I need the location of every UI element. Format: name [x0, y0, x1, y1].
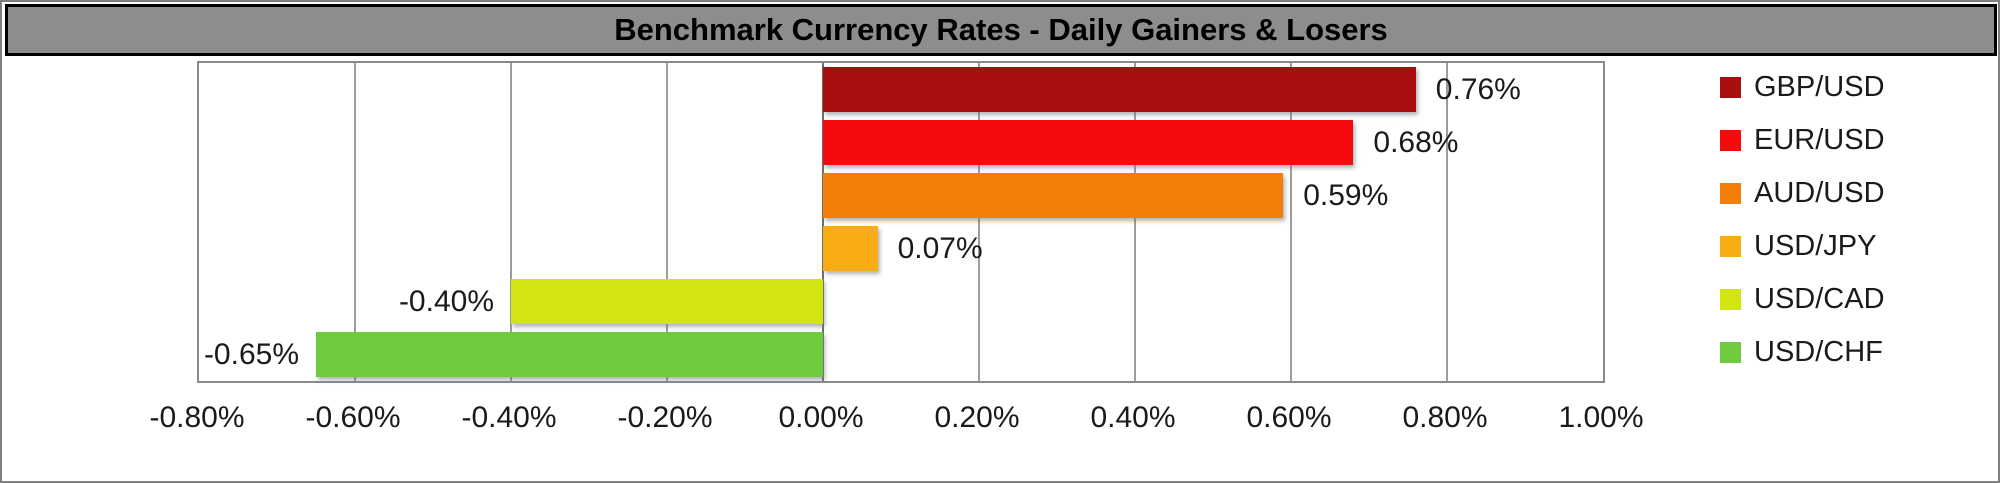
x-axis-tick-label: 0.00%	[778, 401, 864, 434]
gridline	[354, 63, 356, 381]
legend-label-usd-chf: USD/CHF	[1754, 336, 1883, 368]
bar-aud-usd[interactable]	[823, 173, 1284, 218]
legend-label-eur-usd: EUR/USD	[1754, 124, 1885, 156]
data-label-aud-usd: 0.59%	[1303, 179, 1389, 212]
chart-title: Benchmark Currency Rates - Daily Gainers…	[614, 12, 1388, 47]
legend-label-usd-cad: USD/CAD	[1754, 283, 1885, 315]
x-axis-tick-label: 0.20%	[934, 401, 1020, 434]
legend-label-aud-usd: AUD/USD	[1754, 177, 1885, 209]
data-label-usd-chf: -0.65%	[203, 338, 299, 371]
legend-swatch-usd-chf	[1720, 342, 1741, 363]
bar-eur-usd[interactable]	[823, 120, 1354, 165]
legend-item-usd-chf[interactable]: USD/CHF	[1720, 326, 1990, 379]
x-axis-tick-label: 0.60%	[1246, 401, 1332, 434]
x-axis-tick-label: -0.60%	[305, 401, 401, 434]
x-axis-tick-label: -0.80%	[149, 401, 245, 434]
gridline	[1134, 63, 1136, 381]
x-axis-tick-label: 0.40%	[1090, 401, 1176, 434]
zero-axis-line	[822, 63, 824, 381]
x-axis: -0.80% -0.60% -0.40% -0.20% 0.00% 0.20% 0.40% 0…	[149, 379, 1643, 439]
bar-usd-cad[interactable]	[511, 279, 823, 324]
legend-item-usd-cad[interactable]: USD/CAD	[1720, 273, 1990, 326]
legend-swatch-eur-usd	[1720, 130, 1741, 151]
legend-item-eur-usd[interactable]: EUR/USD	[1720, 114, 1990, 167]
legend-swatch-usd-cad	[1720, 289, 1741, 310]
data-label-usd-cad: -0.40%	[398, 285, 494, 318]
x-axis-tick-label: -0.20%	[617, 401, 713, 434]
data-label-gbp-usd: 0.76%	[1435, 73, 1521, 106]
bar-gbp-usd[interactable]	[823, 67, 1416, 112]
data-label-usd-jpy: 0.07%	[897, 232, 983, 265]
data-label-eur-usd: 0.68%	[1373, 126, 1459, 159]
legend-swatch-aud-usd	[1720, 183, 1741, 204]
x-axis-tick-label: -0.40%	[461, 401, 557, 434]
legend-label-gbp-usd: GBP/USD	[1754, 71, 1885, 103]
x-axis-tick-label: 1.00%	[1558, 401, 1644, 434]
legend-swatch-gbp-usd	[1720, 77, 1741, 98]
gridline	[1446, 63, 1448, 381]
gridline	[510, 63, 512, 381]
x-axis-tick-label: 0.80%	[1402, 401, 1488, 434]
bar-usd-chf[interactable]	[316, 332, 823, 377]
legend-label-usd-jpy: USD/JPY	[1754, 230, 1877, 262]
legend-swatch-usd-jpy	[1720, 236, 1741, 257]
gridline	[978, 63, 980, 381]
gridline	[1290, 63, 1292, 381]
legend-item-usd-jpy[interactable]: USD/JPY	[1720, 220, 1990, 273]
gridline	[666, 63, 668, 381]
plot-area: 0.76% 0.68% 0.59% 0.07% -0.40% -0.65%	[197, 61, 1605, 383]
legend: GBP/USD EUR/USD AUD/USD USD/JPY USD/CAD USD/C…	[1720, 61, 1990, 379]
bar-usd-jpy[interactable]	[823, 226, 878, 271]
chart-title-bar: Benchmark Currency Rates - Daily Gainers…	[5, 4, 1997, 56]
legend-item-gbp-usd[interactable]: GBP/USD	[1720, 61, 1990, 114]
legend-item-aud-usd[interactable]: AUD/USD	[1720, 167, 1990, 220]
